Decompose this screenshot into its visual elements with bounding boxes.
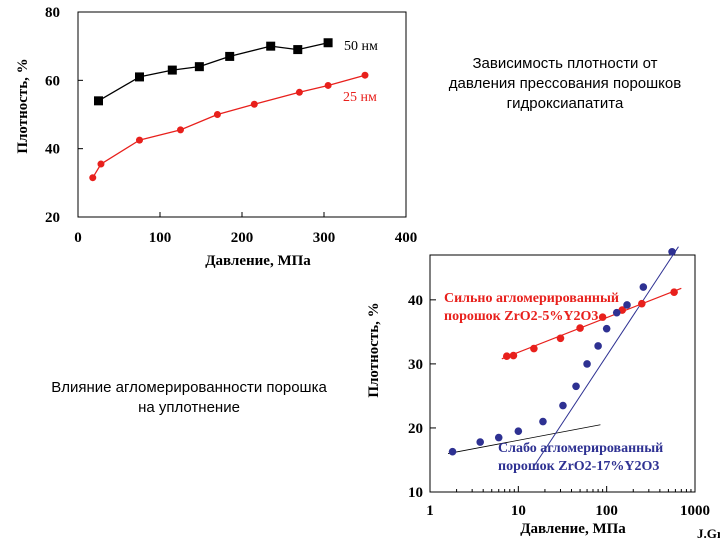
x-tick-label: 100 — [149, 230, 172, 246]
data-point — [361, 71, 369, 79]
data-point — [639, 283, 648, 291]
data-point — [323, 38, 333, 48]
data-point — [324, 81, 332, 89]
data-point — [668, 247, 676, 256]
x-tick-label: 1 — [426, 503, 434, 519]
data-point — [583, 360, 591, 368]
x-tick-label: 10 — [511, 503, 526, 519]
data-point — [266, 41, 276, 51]
data-point — [97, 160, 105, 168]
annotation-label: Сильно агломерированный — [444, 291, 619, 306]
data-point — [502, 352, 511, 361]
series-label: 25 нм — [343, 90, 377, 105]
x-tick-label: 100 — [595, 503, 618, 519]
data-point — [539, 417, 547, 426]
data-point — [194, 62, 204, 72]
x-tick-label: 400 — [395, 230, 418, 246]
data-point — [136, 136, 143, 144]
data-point — [670, 288, 678, 296]
series-label: 50 нм — [344, 39, 378, 54]
y-tick-label: 40 — [45, 142, 60, 158]
y-tick-label: 60 — [45, 73, 60, 89]
chart-hydroxyapatite: 0 100 200 300 400 20 40 60 80 Давление, МПа Плотно… — [15, 5, 417, 269]
x-tick-label: 0 — [74, 230, 82, 246]
annotation-label: Слабо агломерированный — [498, 441, 663, 456]
x-tick-label: 200 — [231, 230, 254, 246]
x-axis-title: Давление, МПа — [205, 253, 311, 269]
y-axis-title: Плотность, % — [15, 58, 31, 153]
data-point — [250, 100, 258, 108]
source-credit: J.Gr — [697, 526, 720, 540]
data-point — [638, 299, 646, 308]
data-point — [494, 433, 503, 442]
caption-density-vs-pressure: Зависимость плотности от давления прессо… — [448, 55, 682, 112]
trend-line — [92, 74, 366, 179]
data-point — [476, 438, 484, 446]
y-tick-label: 10 — [408, 485, 423, 501]
caption-agglomeration-effect: Влияние агломерированности порошка на уп… — [51, 379, 327, 416]
data-point — [213, 111, 221, 118]
data-point — [295, 88, 303, 96]
data-point — [509, 351, 518, 360]
data-point — [94, 96, 103, 106]
y-tick-label: 20 — [45, 210, 60, 226]
y-axis-title: Плотность, % — [366, 302, 382, 397]
data-point — [623, 301, 631, 309]
data-point — [559, 401, 567, 410]
x-tick-label: 300 — [313, 230, 336, 246]
annotation-label: порошок ZrO2-17%Y2O3 — [498, 459, 659, 474]
plot-frame — [429, 254, 696, 493]
data-point — [167, 65, 177, 75]
data-point — [594, 342, 602, 350]
y-tick-label: 80 — [45, 5, 60, 21]
x-axis-title: Давление, МПа — [520, 521, 626, 537]
data-point — [530, 344, 538, 353]
data-point — [556, 334, 565, 343]
data-point — [89, 174, 97, 182]
data-point — [612, 308, 621, 317]
data-point — [572, 382, 580, 391]
data-point — [514, 427, 523, 435]
data-point — [602, 324, 611, 333]
x-tick-label: 1000 — [680, 503, 710, 519]
annotation-label: порошок ZrO2-5%Y2O3 — [444, 309, 598, 324]
data-point — [448, 447, 457, 456]
trend-line-low — [447, 424, 601, 454]
data-point — [598, 313, 607, 321]
data-point — [225, 51, 235, 61]
data-point — [135, 72, 144, 82]
data-point — [293, 45, 303, 55]
trend-line-blue — [533, 246, 679, 467]
y-tick-label: 40 — [408, 293, 423, 309]
y-tick-label: 30 — [408, 357, 423, 373]
y-tick-label: 20 — [408, 421, 423, 437]
trend-line — [98, 42, 329, 102]
data-point — [576, 324, 584, 332]
data-point — [177, 126, 184, 134]
